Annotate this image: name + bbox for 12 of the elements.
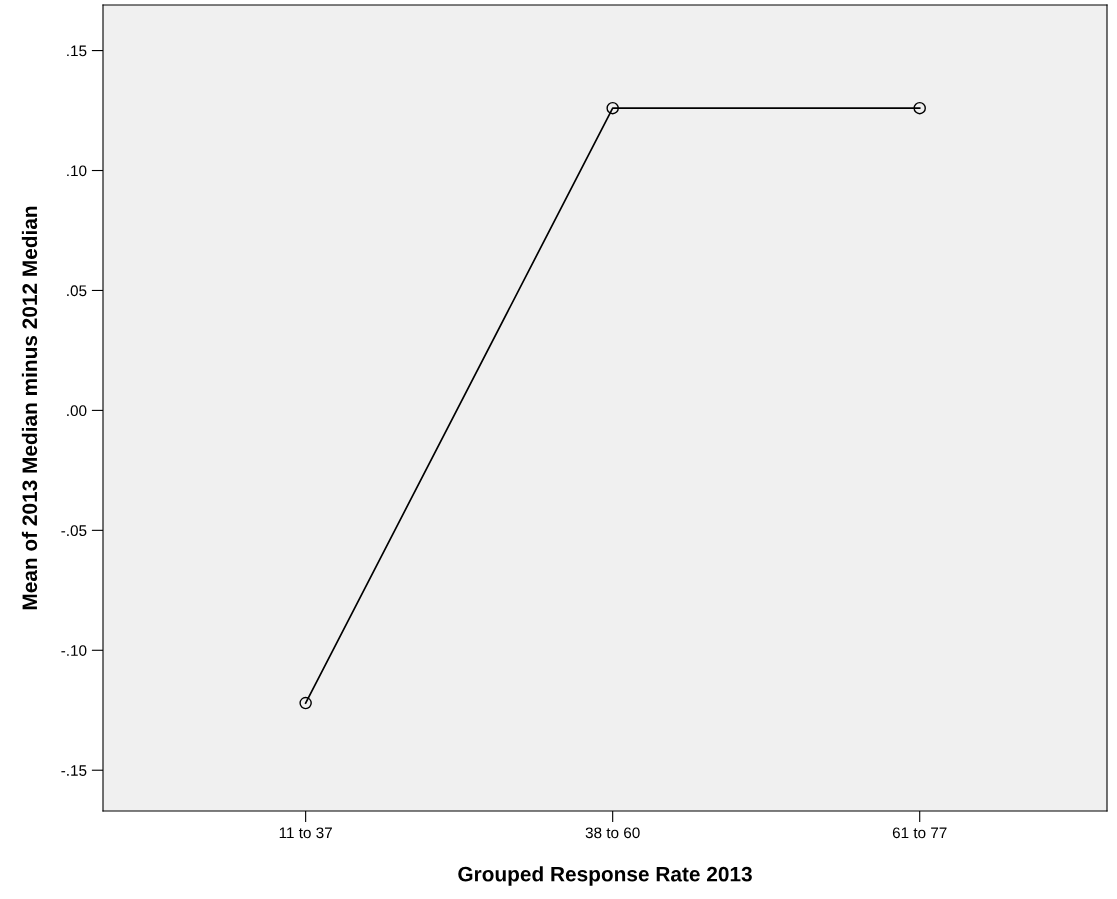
y-tick-label: -.15 xyxy=(61,765,87,776)
y-tick-label: .05 xyxy=(67,285,87,297)
x-axis-title: Grouped Response Rate 2013 xyxy=(458,866,752,886)
y-tick-label: .10 xyxy=(67,165,87,177)
y-tick-label: .00 xyxy=(67,405,87,417)
y-axis-title: Mean of 2013 Median minus 2012 Median xyxy=(21,206,38,610)
x-tick-label: 11 to 37 xyxy=(279,827,332,839)
y-tick-label: .15 xyxy=(67,45,87,57)
x-tick-label: 61 to 77 xyxy=(892,827,947,839)
y-tick-label: -.10 xyxy=(61,645,87,656)
x-tick-label: 38 to 60 xyxy=(585,827,640,839)
y-tick-label: -.05 xyxy=(61,525,87,537)
